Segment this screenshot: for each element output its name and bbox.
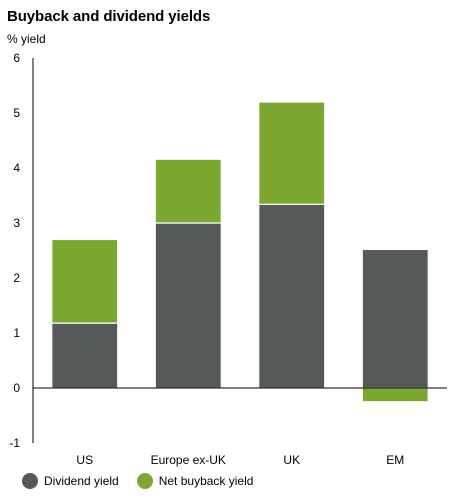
x-tick-label: US xyxy=(76,453,93,467)
x-tick-label: EM xyxy=(386,453,404,467)
y-tick-label: 1 xyxy=(13,326,20,340)
legend-label-dividend-yield: Dividend yield xyxy=(44,474,119,488)
legend: Dividend yield Net buyback yield xyxy=(22,472,271,490)
chart-title: Buyback and dividend yields xyxy=(7,8,211,25)
y-tick-label: 3 xyxy=(13,216,20,230)
y-tick-label: -1 xyxy=(9,436,20,450)
bar-dividend-yield-us xyxy=(51,322,119,389)
bar-dividend-yield-europe-ex-uk xyxy=(154,222,222,389)
bar-dividend-yield-uk xyxy=(258,203,326,389)
y-axis-label: % yield xyxy=(7,32,46,46)
legend-label-net-buyback-yield: Net buyback yield xyxy=(158,474,254,488)
y-tick-label: 6 xyxy=(13,51,20,65)
x-tick-label: UK xyxy=(283,453,300,467)
bar-net-buyback-yield-uk xyxy=(258,101,326,205)
y-tick-label: 0 xyxy=(13,381,20,395)
legend-item-dividend-yield: Dividend yield xyxy=(22,473,119,489)
bar-net-buyback-yield-em xyxy=(361,387,429,403)
legend-item-net-buyback-yield: Net buyback yield xyxy=(136,473,254,489)
bar-net-buyback-yield-us xyxy=(51,238,119,324)
y-tick-label: 2 xyxy=(13,271,20,285)
y-tick-label: 5 xyxy=(13,106,20,120)
bar-dividend-yield-em xyxy=(361,248,429,389)
bar-net-buyback-yield-europe-ex-uk xyxy=(154,158,222,224)
legend-swatch-net-buyback-yield xyxy=(136,473,153,489)
y-tick-label: 4 xyxy=(13,161,20,175)
legend-swatch-dividend-yield xyxy=(22,473,38,489)
x-tick-label: Europe ex-UK xyxy=(151,453,226,467)
